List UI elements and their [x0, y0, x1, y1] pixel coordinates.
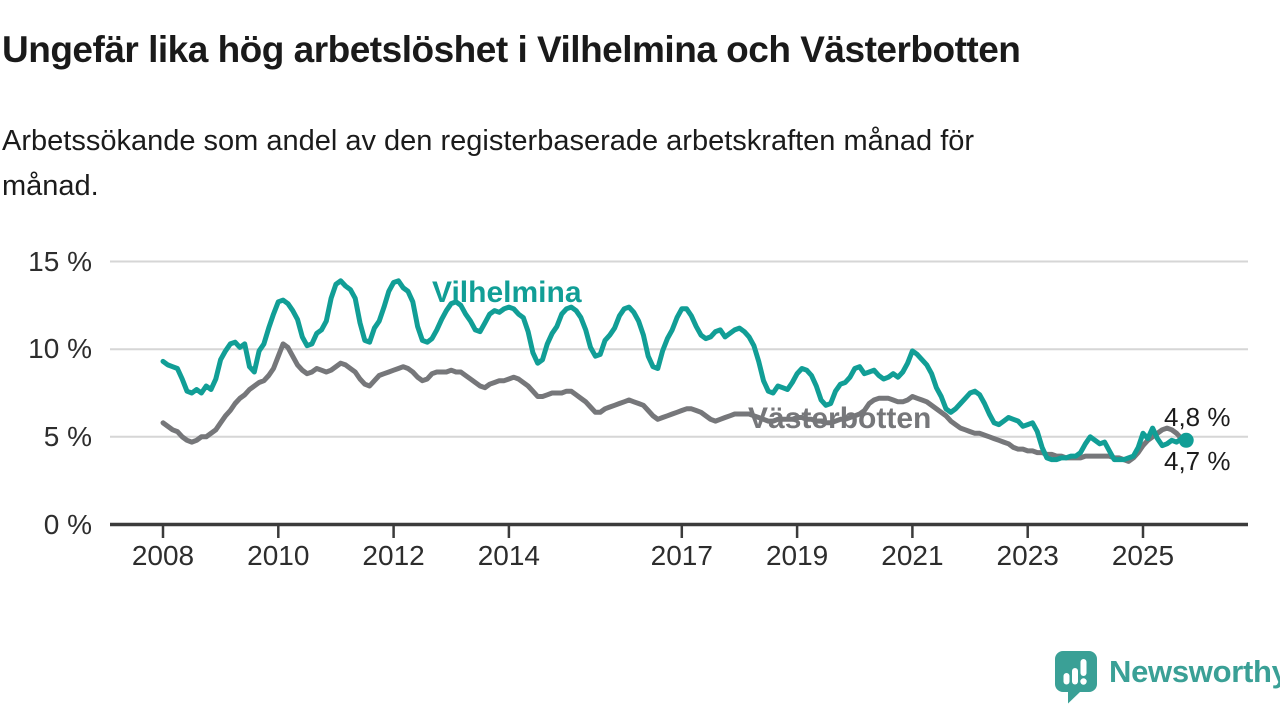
y-axis-tick-label: 5 % [43, 420, 92, 452]
series-label-vilhelmina: Vilhelmina [432, 276, 582, 309]
chart-subtitle: Arbetssökande som andel av den registerb… [2, 119, 974, 209]
chart-title: Ungefär lika hög arbetslöshet i Vilhelmi… [2, 29, 1021, 70]
speech-bubble-bar-chart-icon [1055, 651, 1097, 704]
x-axis-tick-label: 2021 [881, 540, 944, 571]
y-axis-tick-label: 15 % [28, 245, 92, 277]
x-axis-tick-label: 2012 [362, 540, 425, 571]
y-axis-tick-label: 10 % [28, 333, 92, 365]
series-label-vasterbotten: Västerbotten [748, 402, 932, 435]
x-axis-tick-label: 2025 [1111, 540, 1175, 571]
x-axis-tick-label: 2010 [247, 540, 310, 571]
series-line-vilhelmina [160, 278, 1189, 463]
series-end-dot [1178, 432, 1194, 448]
end-value-label-vasterbotten: 4,7 % [1164, 446, 1231, 476]
newsworthy-logo-text: Newsworthy [1109, 654, 1280, 689]
newsworthy-logo: Newsworthy [1053, 650, 1280, 706]
chart-subtitle-line-2: månad. [2, 170, 99, 202]
x-axis-tick-label: 2008 [131, 540, 195, 571]
x-axis-tick-label: 2019 [765, 540, 829, 571]
series-line-västerbotten [160, 341, 1189, 464]
chart-subtitle-line-1: Arbetssökande som andel av den registerb… [2, 125, 975, 157]
x-axis-tick-label: 2014 [477, 540, 541, 571]
x-axis-tick-label: 2023 [996, 540, 1059, 571]
x-axis-tick-label: 2017 [650, 540, 713, 571]
y-axis-tick-label: 0 % [43, 508, 92, 540]
end-value-label-vilhelmina: 4,8 % [1164, 402, 1231, 432]
